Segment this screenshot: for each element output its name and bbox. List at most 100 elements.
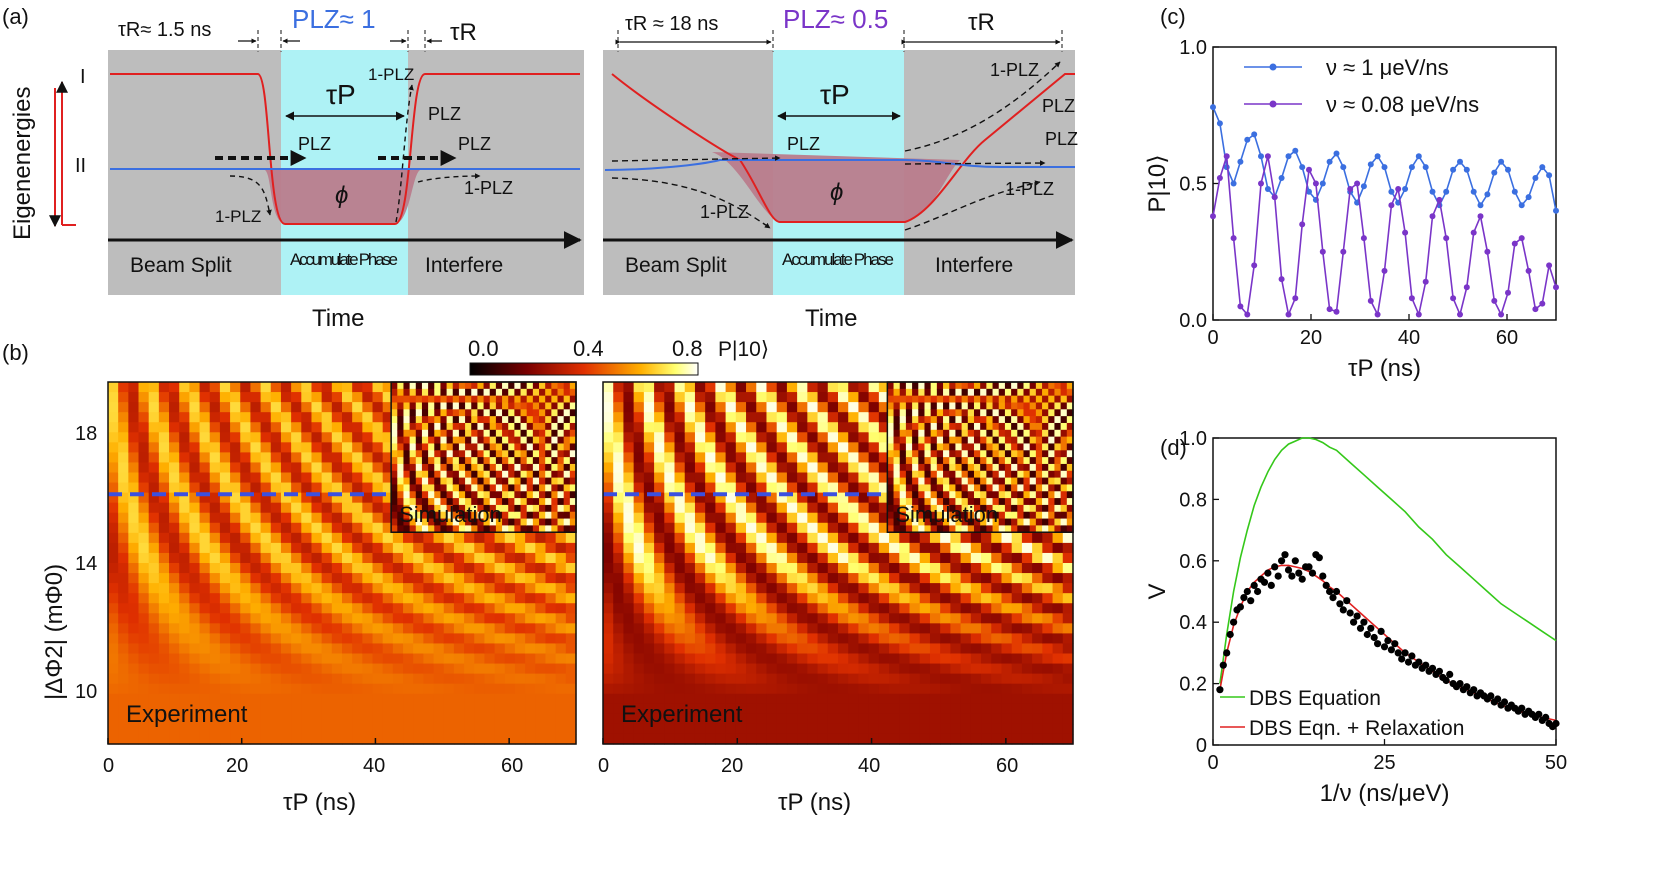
inset-cell xyxy=(545,409,552,417)
inset-cell xyxy=(899,498,907,506)
heatmap-cell xyxy=(817,452,829,464)
heatmap-cell xyxy=(889,673,900,685)
time-label-right: Time xyxy=(805,305,857,332)
heatmap-cell xyxy=(525,703,536,715)
heatmap-cell xyxy=(715,703,727,715)
heatmap-cell xyxy=(413,623,424,634)
heatmap-cell xyxy=(694,713,706,725)
heatmap-cell xyxy=(352,542,363,554)
heatmap-cell xyxy=(664,723,676,735)
inset-cell xyxy=(452,457,460,465)
heatmap-cell xyxy=(108,492,119,504)
heatmap-cell xyxy=(331,452,343,464)
heatmap-cell xyxy=(643,673,655,685)
heatmap-cell xyxy=(199,633,211,645)
heatmap-cell xyxy=(423,532,435,544)
inset-cell xyxy=(1048,525,1056,533)
heatmap-cell xyxy=(280,522,292,534)
heatmap-cell xyxy=(270,552,282,564)
heatmap-cell xyxy=(603,402,614,413)
heatmap-cell xyxy=(960,542,972,554)
heatmap-cell xyxy=(413,563,424,574)
heatmap-cell xyxy=(735,633,747,645)
inset-cell xyxy=(434,402,442,410)
heatmap-cell xyxy=(504,593,516,604)
inset-cell xyxy=(502,504,509,513)
heatmap-cell xyxy=(868,452,880,464)
heatmap-cell xyxy=(817,613,829,624)
inset-cell xyxy=(495,450,503,458)
heatmap-cell xyxy=(1011,613,1023,624)
heatmap-cell xyxy=(148,522,160,534)
inset-cell xyxy=(403,429,411,438)
heatmap-cell xyxy=(776,432,788,443)
heatmap-cell xyxy=(705,593,716,604)
heatmap-cell xyxy=(858,492,870,504)
heatmap-cell xyxy=(817,693,829,705)
heatmap-cell xyxy=(970,723,982,735)
heatmap-cell xyxy=(909,633,921,645)
heatmap-cell xyxy=(413,542,424,554)
heatmap-cell xyxy=(108,432,119,443)
heatmap-cell xyxy=(128,713,140,725)
heatmap-cell xyxy=(240,492,252,504)
inset-cell xyxy=(980,518,987,526)
inset-cell xyxy=(428,504,435,513)
heatmap-cell xyxy=(899,733,911,745)
heatmap-cell xyxy=(189,623,201,634)
data-point xyxy=(1237,303,1244,310)
heatmap-cell xyxy=(664,653,676,665)
heatmap-cell xyxy=(423,552,435,564)
heatmap-cell xyxy=(970,542,982,554)
heatmap-cell xyxy=(301,583,313,594)
heatmap-cell xyxy=(613,502,625,514)
heatmap-cell xyxy=(219,542,231,554)
inset-cell xyxy=(489,416,497,424)
y-tick-label: 1.0 xyxy=(1179,428,1207,450)
heatmap-cell xyxy=(960,552,972,564)
heatmap-cell xyxy=(199,673,211,685)
heatmap-cell xyxy=(311,452,323,464)
heatmap-cell xyxy=(209,472,221,484)
heatmap-cell xyxy=(807,643,819,655)
inset-cell xyxy=(495,477,503,486)
inset-cell xyxy=(1054,429,1062,438)
heatmap-cell xyxy=(970,703,982,715)
heatmap-cell xyxy=(230,563,241,574)
heatmap-cell xyxy=(565,643,577,655)
heatmap-cell xyxy=(817,502,829,514)
inset-cell xyxy=(1029,498,1037,506)
heatmap-cell xyxy=(623,422,635,433)
heatmap-cell xyxy=(715,542,727,554)
heatmap-cell xyxy=(189,713,201,725)
data-point xyxy=(1511,240,1518,247)
heatmap-cell xyxy=(280,552,292,564)
inset-cell xyxy=(471,382,479,390)
heatmap-cell xyxy=(919,643,931,655)
heatmap-cell xyxy=(240,472,252,484)
heatmap-cell xyxy=(352,613,363,624)
inset-cell xyxy=(434,422,442,431)
heatmap-cell xyxy=(1052,693,1064,705)
heatmap-cell xyxy=(199,683,211,695)
inset-cell xyxy=(1060,498,1068,506)
inset-cell xyxy=(526,382,534,390)
inset-cell xyxy=(955,525,963,533)
heatmap-cell xyxy=(603,713,614,725)
inset-cell xyxy=(905,443,913,451)
b-y-label: |ΔΦ2| (mΦ0) xyxy=(41,564,68,700)
heatmap-cell xyxy=(909,593,921,604)
heatmap-cell xyxy=(535,613,547,624)
heatmap-cell xyxy=(1021,643,1033,655)
inset-cell xyxy=(409,429,417,438)
heatmap-cell xyxy=(219,392,231,403)
heatmap-cell xyxy=(889,583,900,594)
heatmap-cell xyxy=(694,723,706,735)
inset-cell xyxy=(502,409,509,417)
inset-cell xyxy=(992,525,1000,533)
inset-cell xyxy=(415,511,423,520)
inset-cell xyxy=(1004,382,1012,390)
heatmap-cell xyxy=(443,733,455,745)
heatmap-cell xyxy=(189,472,201,484)
heatmap-cell xyxy=(858,432,870,443)
